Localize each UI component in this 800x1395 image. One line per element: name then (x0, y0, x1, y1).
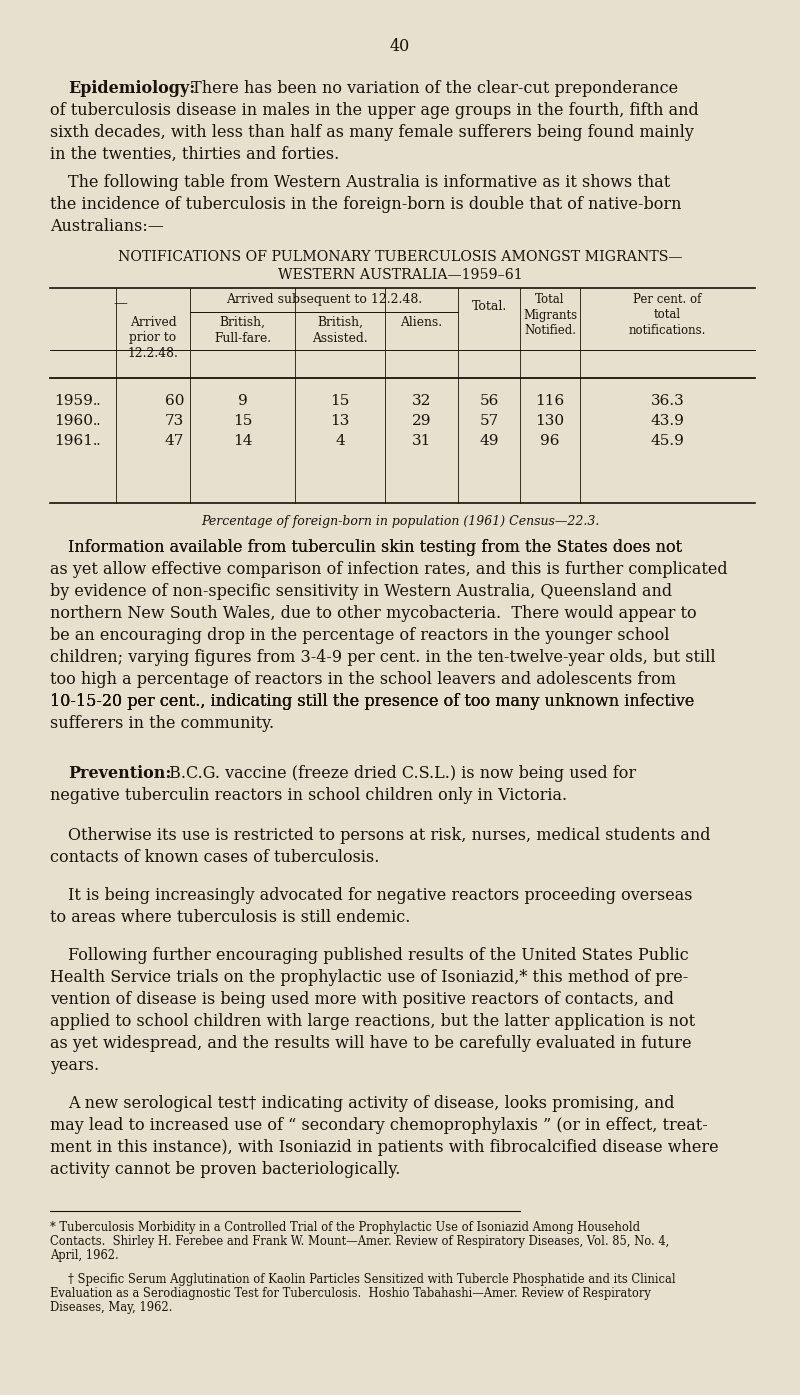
Text: vention of disease is being used more with positive reactors of contacts, and: vention of disease is being used more wi… (50, 990, 674, 1009)
Text: as yet widespread, and the results will have to be carefully evaluated in future: as yet widespread, and the results will … (50, 1035, 692, 1052)
Text: Per cent. of
total
notifications.: Per cent. of total notifications. (629, 293, 706, 338)
Text: 14: 14 (233, 434, 252, 448)
Text: activity cannot be proven bacteriologically.: activity cannot be proven bacteriologica… (50, 1161, 400, 1177)
Text: Evaluation as a Serodiagnostic Test for Tuberculosis.  Hoshio Tabahashi—Amer. Re: Evaluation as a Serodiagnostic Test for … (50, 1288, 651, 1300)
Text: Otherwise its use is restricted to persons at risk, nurses, medical students and: Otherwise its use is restricted to perso… (68, 827, 710, 844)
Text: Percentage of foreign-born in population (1961) Census—22.3.: Percentage of foreign-born in population… (201, 515, 599, 527)
Text: British,
Assisted.: British, Assisted. (312, 317, 368, 345)
Text: B.C.G. vaccine (freeze dried C.S.L.) is now being used for: B.C.G. vaccine (freeze dried C.S.L.) is … (164, 764, 636, 783)
Text: 9: 9 (238, 393, 247, 407)
Text: to areas where tuberculosis is still endemic.: to areas where tuberculosis is still end… (50, 910, 410, 926)
Text: 31: 31 (412, 434, 431, 448)
Text: Following further encouraging published results of the United States Public: Following further encouraging published … (68, 947, 689, 964)
Text: There has been no variation of the clear-cut preponderance: There has been no variation of the clear… (186, 80, 678, 98)
Text: 1961: 1961 (54, 434, 93, 448)
Text: 130: 130 (535, 414, 565, 428)
Text: Information available from tuberculin skin testing from the States does not: Information available from tuberculin sk… (68, 538, 682, 557)
Text: NOTIFICATIONS OF PULMONARY TUBERCULOSIS AMONGST MIGRANTS—: NOTIFICATIONS OF PULMONARY TUBERCULOSIS … (118, 250, 682, 264)
Text: 13: 13 (330, 414, 350, 428)
Text: 1959: 1959 (54, 393, 93, 407)
Text: years.: years. (50, 1057, 99, 1074)
Text: 4: 4 (335, 434, 345, 448)
Text: sufferers in the community.: sufferers in the community. (50, 716, 274, 732)
Text: 47: 47 (165, 434, 184, 448)
Text: Arrived
prior to
12.2.48.: Arrived prior to 12.2.48. (127, 317, 178, 360)
Text: 60: 60 (165, 393, 184, 407)
Text: A new serological test† indicating activity of disease, looks promising, and: A new serological test† indicating activ… (68, 1095, 674, 1112)
Text: by evidence of non-specific sensitivity in Western Australia, Queensland and: by evidence of non-specific sensitivity … (50, 583, 672, 600)
Text: * Tuberculosis Morbidity in a Controlled Trial of the Prophylactic Use of Isonia: * Tuberculosis Morbidity in a Controlled… (50, 1221, 640, 1235)
Text: sixth decades, with less than half as many female sufferers being found mainly: sixth decades, with less than half as ma… (50, 124, 694, 141)
Text: Epidemiology:: Epidemiology: (68, 80, 195, 98)
Text: 45.9: 45.9 (650, 434, 685, 448)
Text: be an encouraging drop in the percentage of reactors in the younger school: be an encouraging drop in the percentage… (50, 626, 670, 644)
Text: Diseases, May, 1962.: Diseases, May, 1962. (50, 1302, 172, 1314)
Text: 43.9: 43.9 (650, 414, 685, 428)
Text: northern New South Wales, due to other mycobacteria.  There would appear to: northern New South Wales, due to other m… (50, 605, 697, 622)
Text: 36.3: 36.3 (650, 393, 684, 407)
Text: as yet allow effective comparison of infection rates, and this is further compli: as yet allow effective comparison of inf… (50, 561, 728, 578)
Text: British,
Full-fare.: British, Full-fare. (214, 317, 271, 345)
Text: Total.: Total. (471, 300, 506, 312)
Text: Information available from tuberculin skin testing from the States does not: Information available from tuberculin sk… (68, 538, 682, 557)
Text: 10-15-20 per cent., indicating still the presence of too many: 10-15-20 per cent., indicating still the… (50, 693, 545, 710)
Text: April, 1962.: April, 1962. (50, 1249, 118, 1262)
Text: Contacts.  Shirley H. Ferebee and Frank W. Mount—Amer. Review of Respiratory Dis: Contacts. Shirley H. Ferebee and Frank W… (50, 1235, 670, 1249)
Text: Australians:—: Australians:— (50, 218, 164, 234)
Text: Health Service trials on the prophylactic use of Isoniazid,* this method of pre-: Health Service trials on the prophylacti… (50, 970, 688, 986)
Text: The following table from Western Australia is informative as it shows that: The following table from Western Austral… (68, 174, 670, 191)
Text: Aliens.: Aliens. (401, 317, 442, 329)
Text: 57: 57 (479, 414, 498, 428)
Text: ..: .. (93, 393, 102, 407)
Text: 56: 56 (479, 393, 498, 407)
Text: Arrived subsequent to 12.2.48.: Arrived subsequent to 12.2.48. (226, 293, 422, 306)
Text: 96: 96 (540, 434, 560, 448)
Text: 49: 49 (479, 434, 498, 448)
Text: 15: 15 (233, 414, 252, 428)
Text: 1960: 1960 (54, 414, 93, 428)
Text: 73: 73 (165, 414, 184, 428)
Text: † Specific Serum Agglutination of Kaolin Particles Sensitized with Tubercle Phos: † Specific Serum Agglutination of Kaolin… (68, 1274, 676, 1286)
Text: of tuberculosis disease in males in the upper age groups in the fourth, fifth an: of tuberculosis disease in males in the … (50, 102, 698, 119)
Text: It is being increasingly advocated for negative reactors proceeding overseas: It is being increasingly advocated for n… (68, 887, 693, 904)
Text: —: — (113, 296, 127, 310)
Text: too high a percentage of reactors in the school leavers and adolescents from: too high a percentage of reactors in the… (50, 671, 676, 688)
Text: WESTERN AUSTRALIA—1959–61: WESTERN AUSTRALIA—1959–61 (278, 268, 522, 282)
Text: ..: .. (93, 414, 102, 428)
Text: 15: 15 (330, 393, 350, 407)
Text: contacts of known cases of tuberculosis.: contacts of known cases of tuberculosis. (50, 850, 379, 866)
Text: children; varying figures from 3-4-9 per cent. in the ten-twelve-year olds, but : children; varying figures from 3-4-9 per… (50, 649, 716, 665)
Text: ment in this instance), with Isoniazid in patients with fibrocalcified disease w: ment in this instance), with Isoniazid i… (50, 1138, 718, 1156)
Text: 32: 32 (412, 393, 431, 407)
Text: 116: 116 (535, 393, 565, 407)
Text: may lead to increased use of “ secondary chemoprophylaxis ” (or in effect, treat: may lead to increased use of “ secondary… (50, 1117, 708, 1134)
Text: in the twenties, thirties and forties.: in the twenties, thirties and forties. (50, 146, 339, 163)
Text: 29: 29 (412, 414, 431, 428)
Text: 40: 40 (390, 38, 410, 54)
Text: negative tuberculin reactors in school children only in Victoria.: negative tuberculin reactors in school c… (50, 787, 567, 804)
Text: 10-15-20 per cent., indicating still the presence of too many unknown infective: 10-15-20 per cent., indicating still the… (50, 693, 694, 710)
Text: 10-15-20 per cent., indicating still the presence of too many unknown infective: 10-15-20 per cent., indicating still the… (50, 693, 694, 710)
Text: Prevention:: Prevention: (68, 764, 171, 783)
Text: applied to school children with large reactions, but the latter application is n: applied to school children with large re… (50, 1013, 695, 1030)
Text: the incidence of tuberculosis in the foreign-born is double that of native-born: the incidence of tuberculosis in the for… (50, 197, 682, 213)
Text: ..: .. (93, 434, 102, 448)
Text: Total
Migrants
Notified.: Total Migrants Notified. (523, 293, 577, 338)
